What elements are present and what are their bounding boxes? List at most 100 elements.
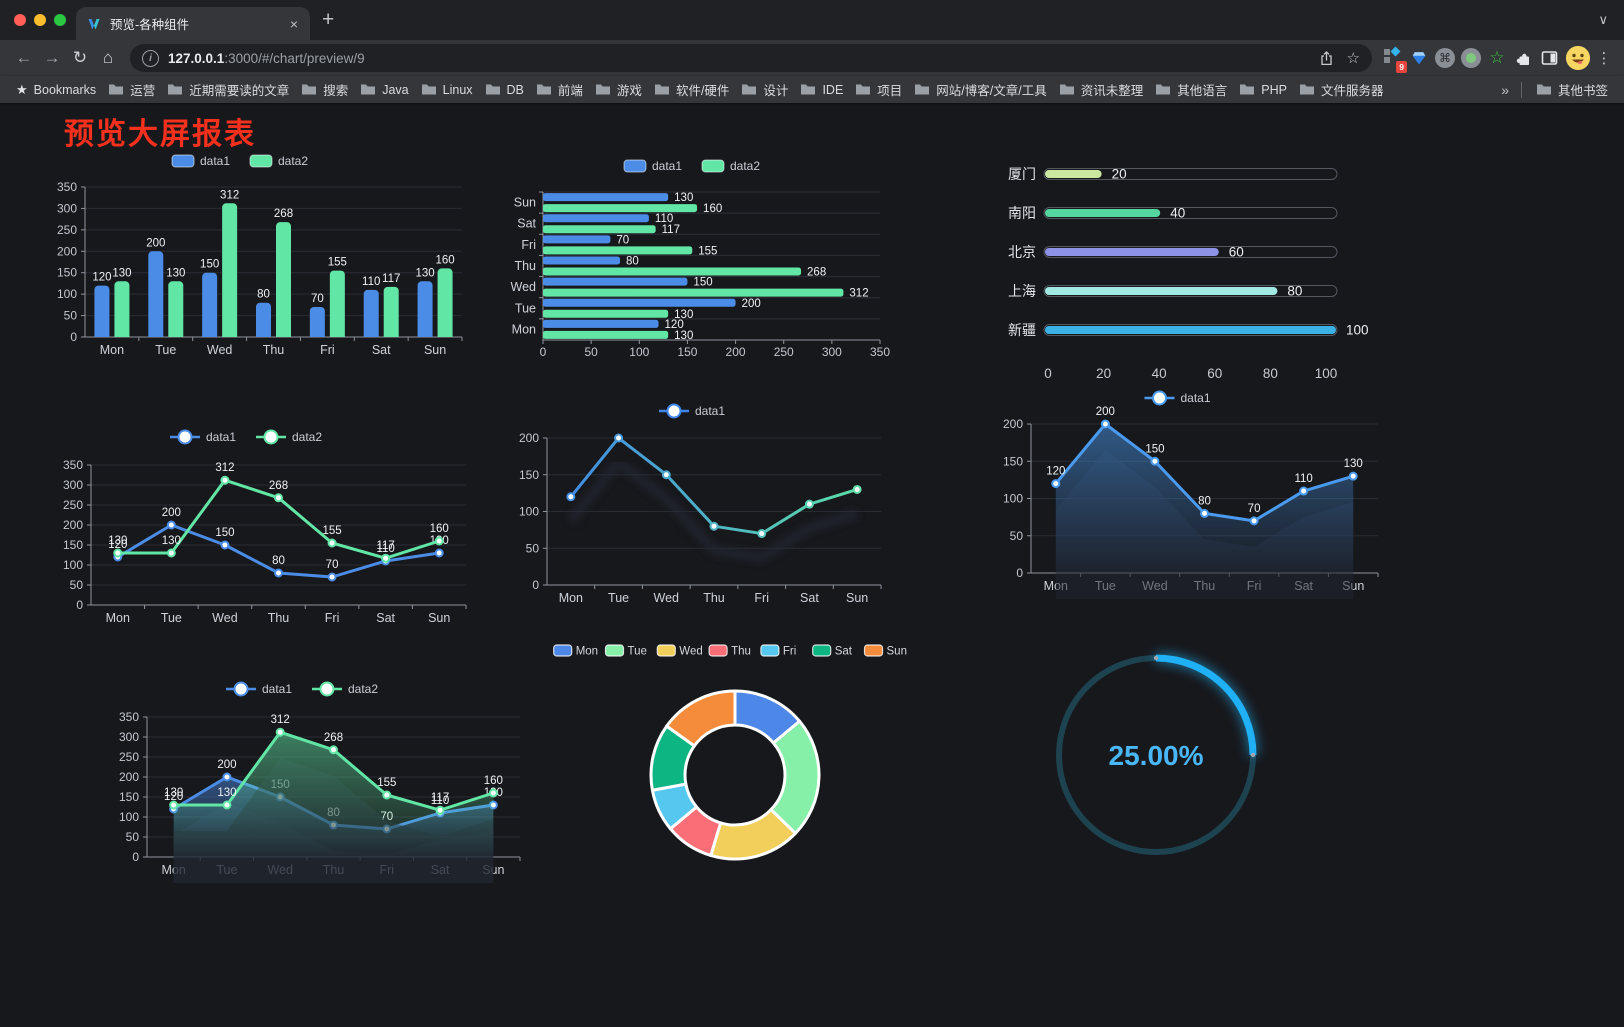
- menu-icon[interactable]: ⋮: [1596, 50, 1612, 67]
- recorder-extension-icon[interactable]: [1458, 45, 1484, 71]
- zoom-window-button[interactable]: [54, 14, 66, 26]
- gradient-line-chart[interactable]: data1 0 50 100 150 200 Mon Tue Wed Thu Fri Sat Sun: [503, 398, 901, 613]
- folder-icon: [595, 84, 610, 95]
- svg-text:Wed: Wed: [212, 611, 238, 625]
- bookmark-folder[interactable]: 游戏: [589, 78, 648, 101]
- svg-text:130: 130: [415, 267, 434, 279]
- bookmark-folder[interactable]: 设计: [735, 78, 794, 101]
- gem-extension-icon[interactable]: [1406, 45, 1432, 71]
- back-button[interactable]: ←: [15, 48, 33, 67]
- svg-text:100: 100: [1315, 366, 1338, 381]
- bookmark-folder[interactable]: IDE: [794, 81, 849, 99]
- bookmarks-divider: [1520, 81, 1522, 98]
- star-icon: ★: [16, 81, 28, 97]
- horizontal-bar-chart[interactable]: data1 data2 0 50 100 150 200 250 300 350 Sun Sat Fri…: [503, 153, 901, 365]
- svg-text:data2: data2: [278, 154, 308, 168]
- svg-text:200: 200: [519, 431, 539, 445]
- area-chart-svg: data1050100150200MonTueWedThuFriSatSun12…: [1003, 390, 1379, 599]
- share-icon[interactable]: [1320, 50, 1333, 66]
- window-controls: [14, 14, 66, 26]
- svg-text:0: 0: [1016, 566, 1023, 580]
- bookmark-folder[interactable]: 近期需要读的文章: [161, 78, 295, 101]
- grouped-bar-chart[interactable]: data1 data2 0 50 100 150 200 250 300 350 Mon Tue Wed…: [30, 147, 470, 365]
- donut-pie-chart[interactable]: Mon Tue Wed Thu Fri Sat Sun: [540, 638, 930, 888]
- svg-text:0: 0: [70, 330, 77, 344]
- bookmark-folder[interactable]: PHP: [1233, 81, 1293, 99]
- svg-text:20: 20: [1112, 167, 1127, 182]
- reload-button[interactable]: ↻: [72, 48, 88, 67]
- command-extension-icon[interactable]: ⌘: [1432, 45, 1458, 71]
- svg-text:Sat: Sat: [372, 343, 391, 357]
- bookmark-folder[interactable]: 运营: [102, 78, 161, 101]
- address-bar[interactable]: i 127.0.0.1 :3000/#/chart/preview/9 ☆: [130, 44, 1372, 72]
- svg-text:200: 200: [146, 237, 165, 249]
- svg-text:300: 300: [63, 478, 83, 492]
- progress-gauge-chart[interactable]: 25.00%: [1040, 638, 1275, 878]
- browser-toolbar: ← → ↻ ⌂ i 127.0.0.1 :3000/#/chart/previe…: [0, 40, 1624, 76]
- svg-text:268: 268: [274, 208, 293, 220]
- svg-text:Wed: Wed: [511, 280, 537, 294]
- bookmark-folder[interactable]: 资讯未整理: [1053, 78, 1150, 101]
- bookmark-folder[interactable]: 软件/硬件: [648, 78, 735, 101]
- close-window-button[interactable]: [14, 14, 26, 26]
- bookmark-folder[interactable]: Java: [354, 81, 414, 99]
- tab-close-icon[interactable]: ×: [289, 15, 298, 32]
- svg-text:130: 130: [674, 330, 693, 342]
- svg-text:110: 110: [431, 795, 449, 807]
- svg-text:新疆: 新疆: [1008, 322, 1036, 338]
- svg-text:data2: data2: [292, 430, 322, 444]
- profile-avatar[interactable]: [1566, 46, 1590, 70]
- svg-text:data2: data2: [348, 682, 378, 696]
- bookmark-folder[interactable]: Linux: [415, 81, 479, 99]
- bookmark-folder[interactable]: 前端: [530, 78, 589, 101]
- blocker-extension-icon[interactable]: 9: [1380, 45, 1407, 73]
- site-info-icon[interactable]: i: [142, 49, 159, 67]
- minimize-window-button[interactable]: [34, 14, 46, 26]
- svg-text:80: 80: [1287, 284, 1302, 299]
- capsule-bar-chart[interactable]: 厦门 20 南阳 40 北京 60 上海 80 新疆 100 0 20 40 60 80 100: [988, 158, 1392, 388]
- svg-text:150: 150: [677, 345, 697, 359]
- side-panel-icon[interactable]: [1536, 45, 1562, 71]
- new-tab-button[interactable]: +: [322, 8, 335, 31]
- folder-icon: [109, 84, 124, 95]
- svg-text:150: 150: [119, 790, 139, 804]
- svg-text:100: 100: [119, 810, 139, 824]
- bookmark-folder[interactable]: 项目: [849, 78, 908, 101]
- bookmark-folder[interactable]: 网站/博客/文章/工具: [908, 78, 1052, 101]
- svg-text:50: 50: [1010, 529, 1024, 543]
- folder-icon: [536, 84, 551, 95]
- multi-area-chart[interactable]: data1data2050100150200250300350MonTueWed…: [92, 677, 532, 889]
- bookmarks-label: Bookmarks: [33, 82, 97, 97]
- bookmark-folder[interactable]: DB: [479, 81, 530, 99]
- hbar-chart-svg: data1 data2 0 50 100 150 200 250 300 350 Sun Sat Fri…: [511, 159, 891, 359]
- extensions-puzzle-icon[interactable]: [1510, 45, 1536, 71]
- svg-text:data1: data1: [1181, 391, 1211, 405]
- svg-text:Sun: Sun: [846, 591, 868, 605]
- tab-search-chevron-icon[interactable]: ∨: [1598, 12, 1608, 27]
- svg-text:70: 70: [326, 559, 339, 571]
- svg-text:0: 0: [132, 850, 139, 864]
- bookmark-folder[interactable]: 文件服务器: [1293, 78, 1390, 101]
- multi-line-chart[interactable]: data1 data2 0 50 100 150 200 250 300 350 Mon Tue Wed…: [36, 425, 476, 637]
- bookmarks-star-item[interactable]: ★ Bookmarks: [10, 80, 102, 100]
- svg-text:Mon: Mon: [106, 611, 130, 625]
- svg-text:150: 150: [63, 538, 83, 552]
- svg-text:350: 350: [63, 458, 83, 472]
- svg-text:200: 200: [742, 298, 761, 310]
- svg-text:200: 200: [1096, 406, 1115, 418]
- other-bookmarks-folder[interactable]: 其他书签: [1530, 78, 1614, 101]
- bookmark-folder[interactable]: 其他语言: [1149, 78, 1233, 101]
- bookmark-star-icon[interactable]: ☆: [1346, 50, 1360, 67]
- forward-button[interactable]: →: [43, 48, 61, 67]
- area-line-chart[interactable]: data1050100150200MonTueWedThuFriSatSun12…: [985, 388, 1390, 600]
- line-chart-svg: data1 data2 0 50 100 150 200 250 300 350 Mon Tue Wed…: [63, 429, 467, 625]
- star-extension-icon[interactable]: ☆: [1489, 48, 1505, 67]
- svg-text:Wed: Wed: [679, 646, 702, 658]
- svg-text:0: 0: [540, 345, 547, 359]
- home-button[interactable]: ⌂: [102, 48, 114, 67]
- browser-tab[interactable]: 预览-各种组件 ×: [76, 7, 310, 40]
- svg-text:160: 160: [435, 254, 454, 266]
- bookmarks-overflow-chevron[interactable]: »: [1501, 81, 1509, 98]
- svg-text:300: 300: [822, 345, 842, 359]
- bookmark-folder[interactable]: 搜索: [295, 78, 354, 101]
